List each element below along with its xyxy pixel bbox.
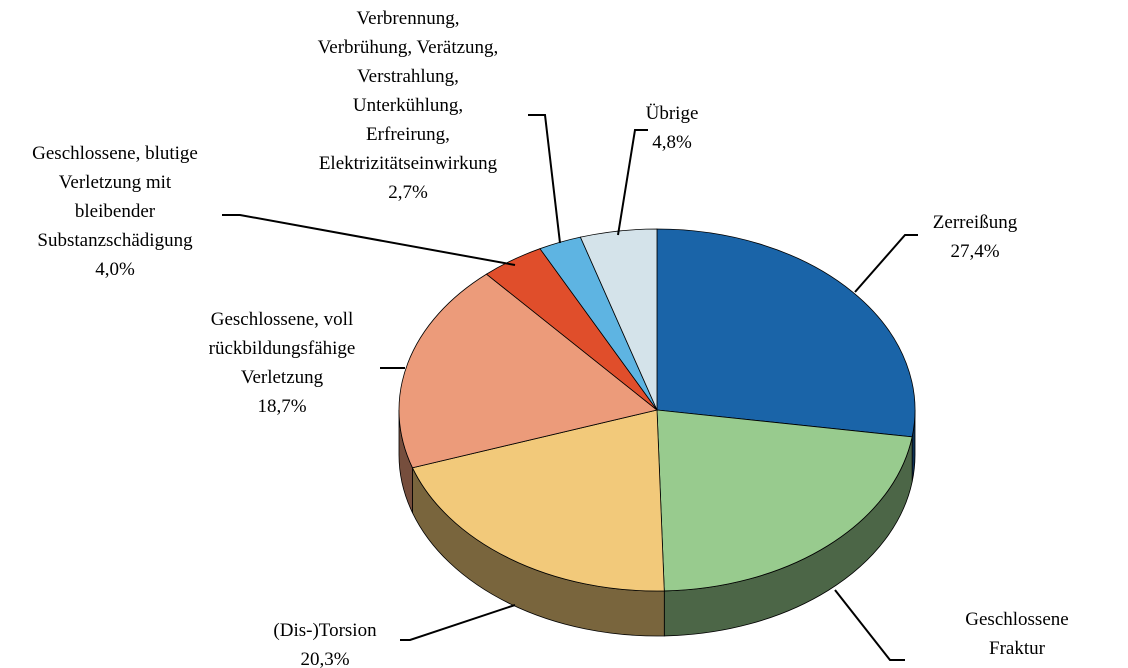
leader-line bbox=[834, 589, 905, 661]
category-label: Verbrennung, Verbrühung, Verätzung, Vers… bbox=[317, 8, 499, 174]
leader-line bbox=[400, 604, 516, 641]
data-label: (Dis-)Torsion 20,3% bbox=[273, 616, 376, 668]
value-label: 22,2% bbox=[962, 663, 1073, 668]
data-label: Geschlossene, blutige Verletzung mit ble… bbox=[32, 139, 198, 284]
category-label: (Dis-)Torsion bbox=[273, 620, 377, 641]
data-label: Geschlossene Fraktur 22,2% bbox=[962, 605, 1073, 668]
value-label: 18,7% bbox=[257, 396, 307, 417]
slice bbox=[411, 409, 665, 592]
category-label: Geschlossene Fraktur bbox=[965, 609, 1069, 659]
value-label: 4,8% bbox=[652, 132, 692, 153]
value-label: 4,0% bbox=[95, 259, 135, 280]
slice bbox=[656, 409, 913, 592]
category-label: Übrige bbox=[645, 103, 699, 124]
value-label: 20,3% bbox=[300, 649, 350, 668]
leader-line bbox=[528, 114, 561, 244]
data-label: Übrige 4,8% bbox=[646, 99, 699, 157]
value-label: 2,7% bbox=[388, 182, 428, 203]
data-label: Geschlossene, voll rückbildungsfähige Ve… bbox=[209, 305, 356, 421]
slice bbox=[398, 273, 658, 469]
category-label: Geschlossene, voll rückbildungsfähige Ve… bbox=[208, 309, 356, 388]
category-label: Geschlossene, blutige Verletzung mit ble… bbox=[32, 143, 198, 251]
data-label: Zerreißung 27,4% bbox=[933, 208, 1017, 266]
leader-line bbox=[617, 129, 648, 236]
data-label: Verbrennung, Verbrühung, Verätzung, Vers… bbox=[318, 4, 499, 207]
value-label: 27,4% bbox=[950, 241, 1000, 262]
leader-line bbox=[222, 214, 516, 266]
slice bbox=[656, 228, 916, 438]
category-label: Zerreißung bbox=[932, 212, 1018, 233]
leader-line bbox=[854, 234, 918, 293]
